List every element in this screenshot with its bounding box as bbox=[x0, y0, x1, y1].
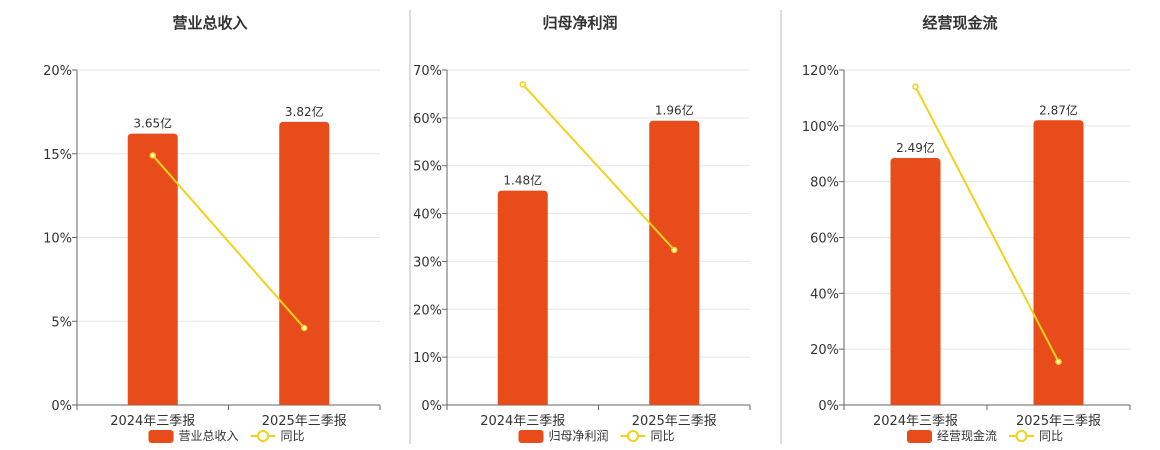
chart-panel-2: 归母净利润 0% 10% 20% 30% 40% 50% 60% 70% 2024年三季报 2025… bbox=[413, 14, 751, 443]
legend-line-label: 同比 bbox=[651, 429, 675, 443]
chart-panel-1: 营业总收入 0% 5% 10% 15% 20% 2024年三季报 2025年三季报 3.65亿 3… bbox=[43, 14, 381, 443]
y-tick-label: 5% bbox=[51, 315, 72, 330]
x-category-label: 2024年三季报 bbox=[873, 414, 958, 429]
legend-line-marker bbox=[1015, 430, 1028, 442]
bar bbox=[1033, 120, 1084, 405]
yoy-point bbox=[149, 152, 156, 159]
y-tick-label: 0% bbox=[421, 399, 442, 414]
y-tick-label: 20% bbox=[810, 343, 839, 358]
legend-bar-swatch bbox=[518, 430, 544, 443]
y-tick-label: 50% bbox=[413, 160, 442, 175]
yoy-line bbox=[151, 154, 306, 329]
legend-line-label: 同比 bbox=[1039, 429, 1063, 443]
y-tick-label: 40% bbox=[413, 208, 442, 223]
legend-line-marker bbox=[257, 430, 269, 442]
y-tick-label: 40% bbox=[810, 287, 839, 302]
y-tick-label: 15% bbox=[43, 148, 72, 163]
legend-bar-label: 营业总收入 bbox=[179, 429, 239, 443]
y-tick-label: 10% bbox=[413, 351, 442, 366]
bar-data-label: 1.96亿 bbox=[655, 103, 694, 118]
bar bbox=[890, 157, 941, 405]
bar-data-label: 3.82亿 bbox=[285, 104, 324, 119]
yoy-point bbox=[519, 81, 526, 88]
x-category-label: 2025年三季报 bbox=[632, 414, 717, 429]
y-tick-label: 80% bbox=[810, 176, 839, 191]
yoy-point bbox=[912, 83, 919, 90]
yoy-point bbox=[301, 324, 308, 332]
x-category-label: 2025年三季报 bbox=[1016, 414, 1101, 429]
chart-title: 归母净利润 bbox=[542, 14, 617, 32]
y-tick-label: 20% bbox=[43, 64, 72, 79]
x-category-label: 2024年三季报 bbox=[110, 414, 195, 429]
y-tick-label: 100% bbox=[802, 120, 839, 135]
y-tick-label: 60% bbox=[413, 112, 442, 127]
legend: 经营现金流 同比 bbox=[907, 428, 1063, 443]
bar bbox=[127, 133, 178, 405]
y-tick-label: 70% bbox=[413, 64, 442, 79]
bar bbox=[649, 120, 700, 405]
bar-data-label: 2.49亿 bbox=[896, 140, 935, 155]
chart-title: 营业总收入 bbox=[172, 14, 247, 32]
bar-data-label: 1.48亿 bbox=[503, 173, 542, 188]
yoy-point bbox=[1055, 358, 1062, 365]
yoy-point bbox=[671, 246, 678, 254]
legend-bar-label: 经营现金流 bbox=[937, 428, 997, 443]
y-tick-label: 120% bbox=[802, 64, 839, 79]
y-tick-label: 20% bbox=[413, 303, 442, 318]
y-tick-label: 60% bbox=[810, 232, 839, 247]
legend-bar-label: 归母净利润 bbox=[549, 429, 609, 443]
chart-panel-3: 经营现金流 0% 20% 40% 60% 80% 100% 120% 2024年三季报 2025年… bbox=[802, 14, 1131, 443]
legend-line-label: 同比 bbox=[281, 429, 305, 443]
legend: 营业总收入 同比 bbox=[148, 429, 305, 443]
bar bbox=[497, 190, 548, 405]
legend: 归母净利润 同比 bbox=[518, 429, 675, 443]
y-tick-label: 0% bbox=[818, 399, 839, 414]
chart-title: 经营现金流 bbox=[922, 14, 997, 32]
y-tick-label: 10% bbox=[43, 232, 72, 247]
bar bbox=[279, 121, 330, 406]
bar-data-label: 2.87亿 bbox=[1039, 102, 1078, 117]
yoy-line bbox=[522, 83, 675, 251]
yoy-line bbox=[914, 86, 1060, 363]
legend-bar-swatch bbox=[148, 430, 174, 443]
y-tick-label: 30% bbox=[413, 255, 442, 270]
x-category-label: 2025年三季报 bbox=[262, 414, 347, 429]
legend-bar-swatch bbox=[907, 430, 932, 443]
x-category-label: 2024年三季报 bbox=[480, 414, 565, 429]
legend-line-marker bbox=[627, 430, 639, 442]
bar-data-label: 3.65亿 bbox=[133, 116, 172, 131]
y-tick-label: 0% bbox=[51, 399, 72, 414]
